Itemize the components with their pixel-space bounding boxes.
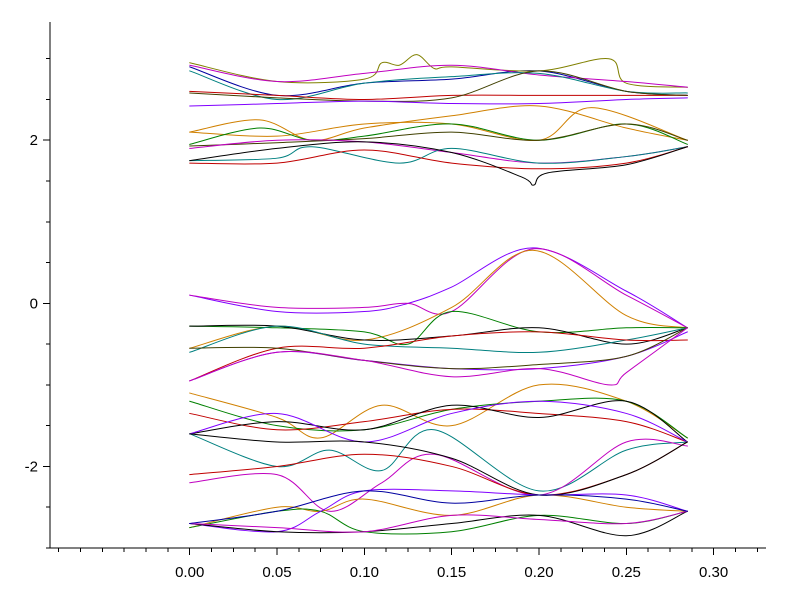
series-line-28 [189,408,688,443]
series-line-37 [189,488,688,533]
x-tick-label: 0.10 [350,564,379,581]
series-line-29 [189,400,688,443]
plot-lines [189,54,688,537]
series-line-21 [189,325,688,354]
series-line-30 [189,400,688,443]
series-line-16 [189,247,688,329]
series-line-19 [189,310,688,346]
series-line-34 [189,433,688,496]
series-line-1 [189,66,688,97]
ticks [43,58,758,555]
series-line-2 [189,54,688,88]
series-line-24 [189,327,688,370]
x-tick-label: 0.25 [612,564,641,581]
series-line-36 [189,508,688,535]
series-line-7 [189,97,688,107]
y-tick-label: 0 [30,295,38,312]
series-line-15 [189,141,688,186]
tick-labels: -2 0 2 0.00 0.05 0.10 0.15 0.20 0.25 0.30 [25,132,729,581]
series-line-40 [189,490,688,525]
series-line-33 [189,441,688,496]
series-line-31 [189,429,688,492]
series-line-38 [189,510,688,537]
y-tick-label: 2 [30,132,38,149]
series-line-22 [189,331,688,382]
series-line-32 [189,438,688,512]
series-line-3 [189,64,688,88]
x-tick-label: 0.00 [175,564,204,581]
x-tick-label: 0.05 [262,564,291,581]
series-line-11 [189,123,688,147]
series-line-18 [189,249,688,349]
series-line-13 [189,146,688,164]
x-tick-label: 0.15 [437,564,466,581]
series-line-39 [189,510,688,533]
series-line-5 [189,90,688,100]
x-tick-label: 0.30 [699,564,728,581]
series-line-17 [189,248,688,329]
y-tick-label: -2 [25,458,38,475]
series-line-35 [189,494,688,529]
series-line-14 [189,146,688,170]
series-line-25 [189,327,688,386]
series-line-8 [189,105,688,141]
series-line-6 [189,70,688,102]
series-line-26 [189,383,688,439]
x-tick-label: 0.20 [524,564,553,581]
